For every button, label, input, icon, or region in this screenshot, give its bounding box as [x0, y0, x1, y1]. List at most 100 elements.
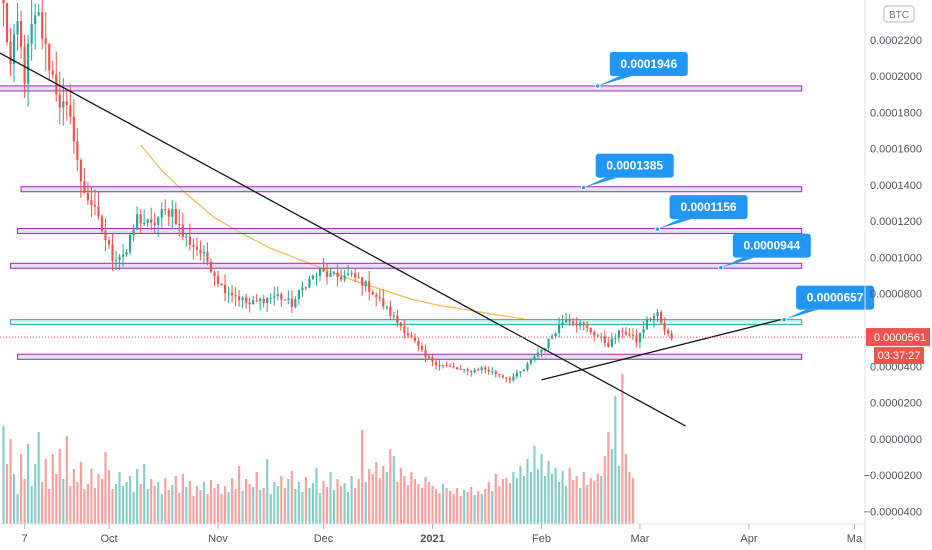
- level-callout[interactable]: 0.0001156: [654, 195, 748, 232]
- trendline-descending[interactable]: [0, 44, 686, 427]
- candle-body: [670, 333, 673, 339]
- candle-body: [589, 327, 592, 333]
- volume-bar: [44, 459, 47, 524]
- candle-body: [522, 369, 526, 372]
- volume-bar: [554, 468, 557, 524]
- candle-body: [259, 298, 262, 301]
- trendline-layer[interactable]: [0, 44, 781, 427]
- volume-bar: [48, 489, 51, 524]
- volume-bar: [160, 494, 163, 524]
- volume-bar: [603, 456, 606, 524]
- candle-body: [72, 116, 75, 142]
- volume-bar: [276, 486, 279, 524]
- candle-body: [410, 335, 413, 338]
- candle-body: [463, 369, 466, 371]
- price-tick-label: 0.0001800: [870, 107, 922, 119]
- candle-body: [396, 315, 399, 323]
- candle-body: [375, 294, 378, 298]
- volume-bar: [441, 484, 445, 524]
- volume-bar: [241, 491, 244, 524]
- callout-label: 0.0001946: [620, 57, 677, 71]
- volume-bar: [62, 479, 65, 524]
- level-callout[interactable]: 0.0001946: [595, 51, 688, 89]
- volume-bar: [494, 474, 497, 524]
- candle-body: [332, 272, 336, 274]
- volume-bar: [519, 466, 522, 524]
- callout-box: [732, 233, 811, 258]
- candle-body: [512, 376, 515, 381]
- candle-body: [62, 101, 65, 108]
- candle-body: [540, 349, 543, 353]
- time-tick-label: Feb: [532, 533, 551, 545]
- candle-body: [318, 268, 322, 276]
- volume-bar: [5, 464, 9, 524]
- volume-bar: [37, 432, 40, 524]
- callout-layer[interactable]: 0.0001946 0.0001385 0.0001156 0.0000944 0.00…: [580, 51, 875, 323]
- volume-bar: [83, 489, 86, 524]
- volume-bar: [171, 485, 174, 524]
- price-tick-label: 0.0001600: [870, 144, 922, 156]
- candle-body: [20, 20, 23, 47]
- time-tick-label: 7: [22, 533, 28, 545]
- level-band[interactable]: [17, 353, 803, 360]
- level-band[interactable]: [0, 85, 803, 92]
- price-tick-label: 0.0001200: [870, 216, 922, 228]
- volume-bar: [100, 479, 104, 524]
- volume-bar: [308, 488, 311, 524]
- price-tick-label: 0.0002200: [870, 35, 922, 47]
- volume-bar: [413, 479, 417, 524]
- candle-body: [628, 334, 631, 336]
- current-price-badge-bg: [866, 328, 930, 347]
- candle-body: [582, 322, 585, 326]
- level-layer[interactable]: [0, 85, 803, 360]
- volume-bar: [561, 471, 564, 524]
- candle-body: [139, 214, 142, 224]
- current-price-badge[interactable]: 0.0000561: [866, 328, 930, 347]
- volume-bar: [550, 474, 554, 524]
- trendline-ascending[interactable]: [541, 319, 781, 381]
- volume-bar: [438, 493, 441, 524]
- volume-bar: [58, 449, 61, 524]
- candle-body: [498, 374, 501, 376]
- callout-anchor: [654, 226, 661, 232]
- candle-body: [178, 224, 181, 226]
- volume-bar: [273, 482, 276, 524]
- candle-body: [188, 236, 191, 245]
- candle-body: [16, 20, 19, 35]
- candle-body: [104, 231, 107, 241]
- level-callout[interactable]: 0.0000944: [718, 233, 811, 271]
- level-callout[interactable]: 0.0001385: [580, 153, 674, 191]
- volume-bar: [396, 482, 399, 524]
- volume-bar: [610, 449, 613, 524]
- candle-body: [477, 369, 480, 371]
- candle-body: [413, 337, 417, 341]
- unit-badge[interactable]: BTC: [883, 5, 915, 23]
- level-band[interactable]: [10, 262, 803, 269]
- volume-bar: [445, 488, 448, 524]
- candle-body: [617, 330, 620, 339]
- candle-body: [111, 244, 114, 262]
- candle-body: [301, 287, 304, 291]
- candle-body: [572, 321, 575, 324]
- candle-body: [596, 335, 599, 337]
- volume-bar: [259, 490, 262, 524]
- volume-bar: [238, 466, 241, 524]
- candle-body: [97, 206, 100, 217]
- candle-body: [533, 356, 536, 359]
- level-band[interactable]: [10, 319, 803, 326]
- volume-bar: [294, 489, 297, 524]
- level-band[interactable]: [20, 186, 803, 193]
- volume-bar: [382, 466, 385, 524]
- candle-body: [294, 299, 297, 308]
- candle-body: [129, 234, 132, 252]
- volume-bar: [522, 476, 526, 524]
- level-band[interactable]: [17, 227, 803, 234]
- candle-body: [378, 297, 381, 299]
- volume-bar: [614, 396, 617, 524]
- volume-bar: [93, 488, 97, 524]
- volume-bar: [417, 484, 420, 524]
- volume-bar: [132, 492, 135, 524]
- level-callout[interactable]: 0.0000657: [781, 285, 875, 323]
